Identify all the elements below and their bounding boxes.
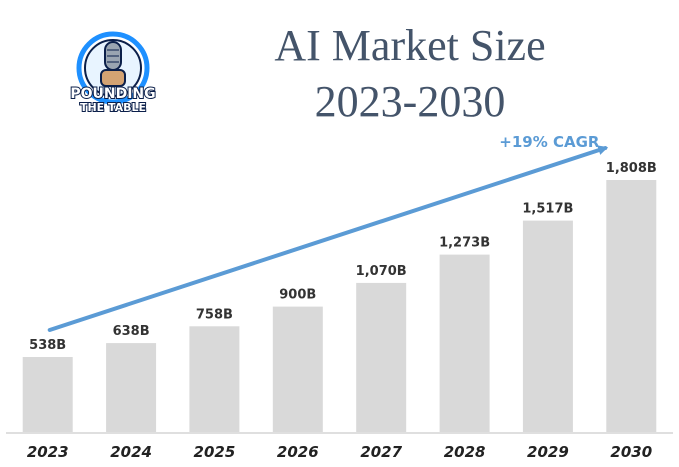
fist-icon <box>100 69 126 87</box>
x-tick-labels: 2023 2024 2025 2026 2027 2028 2029 2030 <box>27 443 652 461</box>
logo-text-bottom: THE TABLE <box>80 101 146 114</box>
value-label-2027: 1,070B <box>356 264 407 279</box>
chart-title-line2: 2023-2030 <box>314 77 506 126</box>
value-label-2026: 900B <box>279 288 316 303</box>
x-tick-2029: 2029 <box>527 443 569 461</box>
x-tick-2026: 2026 <box>277 443 319 461</box>
x-tick-2025: 2025 <box>194 443 236 461</box>
pounding-the-table-logo: POUNDING THE TABLE <box>69 31 157 114</box>
chart-title-line1: AI Market Size <box>274 21 546 70</box>
bar-2027 <box>356 282 407 432</box>
bar-2023 <box>22 357 73 432</box>
x-tick-2023: 2023 <box>27 443 69 461</box>
value-label-2024: 638B <box>113 324 150 339</box>
cagr-trend-arrow <box>47 145 609 332</box>
bar-2025 <box>189 326 240 432</box>
x-tick-2030: 2030 <box>610 443 652 461</box>
bar-2029 <box>522 220 573 432</box>
x-tick-2027: 2027 <box>360 443 402 461</box>
bars <box>22 180 657 432</box>
cagr-annotation: +19% CAGR <box>499 133 600 151</box>
value-label-2029: 1,517B <box>522 202 573 217</box>
value-labels: 538B 638B 758B 900B 1,070B 1,273B 1,517B 1,808B <box>29 161 657 353</box>
value-label-2028: 1,273B <box>439 236 490 251</box>
bar-2030 <box>606 180 657 432</box>
value-label-2023: 538B <box>29 338 66 353</box>
value-label-2030: 1,808B <box>606 161 657 176</box>
x-tick-2024: 2024 <box>110 443 152 461</box>
bar-2024 <box>106 343 157 432</box>
logo-text-top: POUNDING <box>70 86 155 102</box>
bar-2026 <box>272 306 323 432</box>
bar-2028 <box>439 254 490 432</box>
value-label-2025: 758B <box>196 307 233 322</box>
x-tick-2028: 2028 <box>444 443 486 461</box>
